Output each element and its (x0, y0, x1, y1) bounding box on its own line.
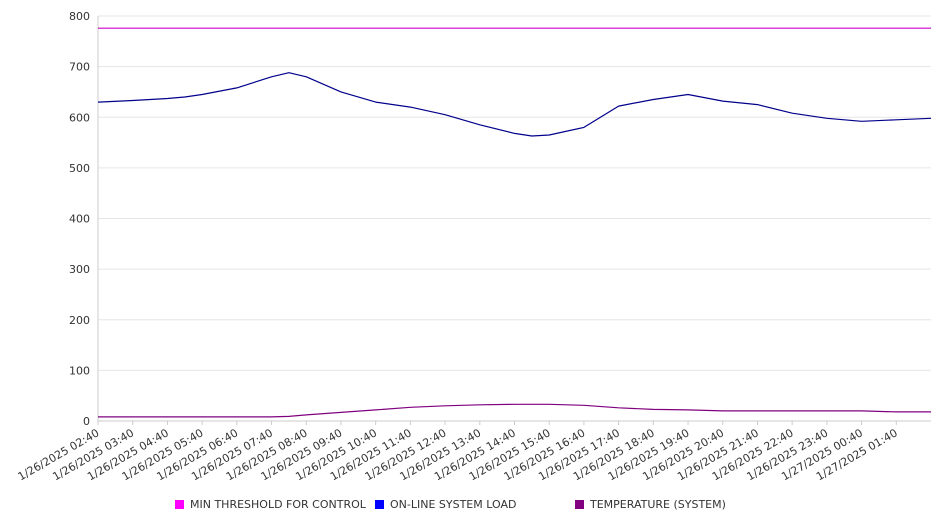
legend-label-online-system-load: ON-LINE SYSTEM LOAD (390, 498, 517, 511)
axes (97, 16, 931, 425)
y-tick-label: 100 (69, 364, 90, 377)
y-tick-label: 0 (83, 415, 90, 428)
legend-label-min-threshold: MIN THRESHOLD FOR CONTROL (190, 498, 366, 511)
legend-label-temperature-system: TEMPERATURE (SYSTEM) (590, 498, 726, 511)
x-tick-labels: 1/26/2025 02:401/26/2025 03:401/26/2025 … (16, 426, 900, 483)
grid-lines (98, 15, 931, 371)
series-line-online-system-load (97, 72, 932, 137)
y-tick-label: 700 (69, 61, 90, 74)
series-lines (97, 27, 932, 418)
legend-swatch-min-threshold (175, 500, 184, 509)
y-tick-label: 600 (69, 111, 90, 124)
y-tick-label: 300 (69, 263, 90, 276)
legend-swatch-online-system-load (375, 500, 384, 509)
y-tick-label: 200 (69, 314, 90, 327)
y-tick-label: 800 (69, 10, 90, 23)
legend-item-temperature-system[interactable]: TEMPERATURE (SYSTEM) (575, 498, 726, 511)
series-line-temperature-system (98, 403, 931, 418)
legend: MIN THRESHOLD FOR CONTROL ON-LINE SYSTEM… (175, 498, 895, 514)
y-tick-label: 400 (69, 213, 90, 226)
y-tick-labels: 0 100 200 300 400 500 600 700 800 (69, 10, 90, 428)
legend-item-min-threshold[interactable]: MIN THRESHOLD FOR CONTROL (175, 498, 366, 511)
legend-item-online-system-load[interactable]: ON-LINE SYSTEM LOAD (375, 498, 516, 511)
legend-swatch-temperature-system (575, 500, 584, 509)
y-tick-label: 500 (69, 162, 90, 175)
